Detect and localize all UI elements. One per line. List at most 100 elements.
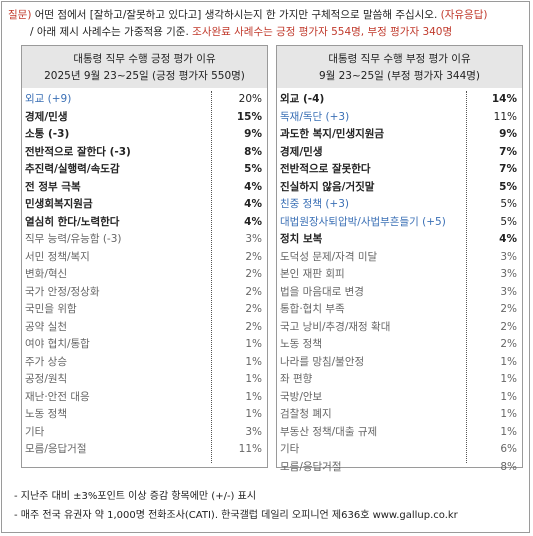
negative-reason-label: 모름/응답거절 — [280, 460, 342, 473]
positive-reason-row: 직무 능력/유능함 (-3) 3% — [22, 231, 267, 249]
negative-reason-row: 도덕성 문제/자격 미달 3% — [277, 249, 522, 267]
negative-reason-percent: 7% — [499, 163, 517, 175]
positive-reason-percent: 1% — [245, 338, 262, 350]
positive-panel-subtitle: 2025년 9월 23~25일 (긍정 평가자 550명) — [44, 70, 245, 82]
positive-reason-label: 변화/혁신 — [25, 268, 68, 280]
positive-reason-percent: 2% — [245, 285, 262, 298]
positive-reason-label: 직무 능력/유능함 (-3) — [25, 233, 122, 245]
positive-reason-percent: 4% — [244, 198, 262, 210]
negative-reason-label: 법을 마음대로 변경 — [280, 285, 364, 298]
positive-reason-row: 노동 정책 1% — [22, 406, 267, 424]
positive-panel-title: 대통령 직무 수행 긍정 평가 이유 — [73, 53, 216, 65]
positive-reason-percent: 9% — [244, 128, 262, 140]
question-line-2: / 아래 제시 사례수는 가중적용 기준. 조사완료 사례수는 긍정 평가자 5… — [8, 24, 523, 41]
positive-reason-row: 소통 (-3) 9% — [22, 126, 267, 144]
question-main: 어떤 점에서 [잘하고/잘못하고 있다고] 생각하시는지 한 가지만 구체적으로… — [34, 9, 438, 21]
positive-reason-row: 서민 정책/복지 2% — [22, 249, 267, 267]
negative-reason-row: 친중 정책 (+3) 5% — [277, 196, 522, 214]
negative-reason-percent: 5% — [499, 180, 517, 193]
positive-reason-percent: 3% — [245, 233, 262, 245]
negative-reason-percent: 7% — [499, 145, 517, 158]
negative-reasons-list: 외교 (-4) 14% 독재/독단 (+3) 11% 과도한 복지/민생지원금 9% 경제/… — [277, 91, 522, 476]
negative-reason-row: 독재/독단 (+3) 11% — [277, 109, 522, 127]
negative-reason-row: 모름/응답거절 8% — [277, 459, 522, 477]
negative-reason-row: 기타 6% — [277, 441, 522, 459]
positive-reason-row: 주가 상승 1% — [22, 354, 267, 372]
positive-reason-label: 공정/원칙 — [25, 373, 68, 385]
negative-reason-row: 대법원장사퇴압박/사법부흔들기 (+5) 5% — [277, 214, 522, 232]
negative-reason-label: 과도한 복지/민생지원금 — [280, 128, 385, 140]
positive-reason-label: 전반적으로 잘한다 (-3) — [25, 145, 131, 158]
negative-reason-label: 독재/독단 (+3) — [280, 110, 350, 123]
negative-reason-label: 국고 낭비/추경/재정 확대 — [280, 320, 391, 333]
positive-reason-percent: 4% — [244, 215, 262, 228]
positive-reason-percent: 15% — [236, 110, 262, 123]
negative-reason-percent: 2% — [500, 320, 517, 333]
negative-reason-percent: 2% — [500, 303, 517, 315]
positive-reason-percent: 1% — [245, 355, 262, 368]
question-tag: 질문) — [8, 9, 32, 21]
negative-reason-label: 전반적으로 잘못한다 — [280, 163, 371, 175]
negative-reason-percent: 1% — [500, 408, 517, 420]
positive-reason-label: 외교 (+9) — [25, 93, 72, 105]
negative-reason-row: 부동산 정책/대출 규제 1% — [277, 424, 522, 442]
positive-reason-label: 모름/응답거절 — [25, 443, 87, 455]
positive-reason-percent: 20% — [238, 93, 262, 105]
negative-reason-label: 경제/민생 — [280, 145, 323, 158]
negative-reason-percent: 3% — [500, 268, 517, 280]
negative-reason-label: 좌 편향 — [280, 373, 313, 385]
negative-reason-row: 국방/안보 1% — [277, 389, 522, 407]
positive-reasons-list: 외교 (+9) 20% 경제/민생 15% 소통 (-3) 9% 전반적으로 잘한다 (-3… — [22, 91, 267, 459]
positive-reason-row: 국가 안정/정상화 2% — [22, 284, 267, 302]
positive-reason-row: 열심히 한다/노력한다 4% — [22, 214, 267, 232]
negative-reason-row: 외교 (-4) 14% — [277, 91, 522, 109]
footnotes: - 지난주 대비 ±3%포인트 이상 증감 항목에만 (+/-) 표시 - 매주… — [14, 487, 458, 525]
positive-panel-header: 대통령 직무 수행 긍정 평가 이유 2025년 9월 23~25일 (긍정 평… — [22, 46, 267, 88]
positive-reason-row: 경제/민생 15% — [22, 109, 267, 127]
negative-reason-row: 본인 재판 회피 3% — [277, 266, 522, 284]
positive-reason-percent: 4% — [244, 180, 262, 193]
negative-reasons-panel: 대통령 직무 수행 부정 평가 이유 9월 23~25일 (부정 평가자 344… — [276, 45, 523, 473]
positive-reason-row: 기타 3% — [22, 424, 267, 442]
negative-reason-row: 좌 편향 1% — [277, 371, 522, 389]
positive-reason-percent: 5% — [244, 163, 262, 175]
positive-reason-row: 변화/혁신 2% — [22, 266, 267, 284]
positive-reason-percent: 3% — [245, 425, 262, 438]
negative-reason-label: 도덕성 문제/자격 미달 — [280, 250, 378, 263]
negative-column-divider — [466, 91, 467, 463]
negative-reason-percent: 5% — [500, 215, 517, 228]
negative-panel-subtitle: 9월 23~25일 (부정 평가자 344명) — [318, 70, 481, 82]
negative-reason-row: 전반적으로 잘못한다 7% — [277, 161, 522, 179]
negative-reason-row: 국고 낭비/추경/재정 확대 2% — [277, 319, 522, 337]
footnote-change-legend: - 지난주 대비 ±3%포인트 이상 증감 항목에만 (+/-) 표시 — [14, 491, 257, 502]
positive-reason-row: 공정/원칙 1% — [22, 371, 267, 389]
positive-reason-label: 국민을 위함 — [25, 303, 77, 315]
negative-reason-percent: 3% — [500, 285, 517, 298]
positive-reason-percent: 1% — [245, 373, 262, 385]
negative-reason-percent: 11% — [493, 110, 517, 123]
negative-reason-row: 경제/민생 7% — [277, 144, 522, 162]
question-text: 질문) 어떤 점에서 [잘하고/잘못하고 있다고] 생각하시는지 한 가지만 구… — [8, 7, 523, 41]
positive-reason-row: 민생회복지원금 4% — [22, 196, 267, 214]
negative-reason-percent: 1% — [500, 425, 517, 438]
positive-column-divider — [211, 91, 212, 463]
negative-reason-label: 부동산 정책/대출 규제 — [280, 425, 378, 438]
negative-reason-percent: 1% — [500, 373, 517, 385]
question-note: / 아래 제시 사례수는 가중적용 기준. — [30, 26, 189, 38]
positive-reason-label: 기타 — [25, 425, 45, 438]
positive-reason-row: 전 정부 극복 4% — [22, 179, 267, 197]
negative-reason-percent: 1% — [500, 390, 517, 403]
negative-reason-row: 통합·협치 부족 2% — [277, 301, 522, 319]
positive-reason-label: 주가 상승 — [25, 355, 67, 368]
positive-reason-row: 모름/응답거절 11% — [22, 441, 267, 459]
positive-reason-percent: 2% — [245, 250, 262, 263]
question-response-type: (자유응답) — [440, 9, 488, 21]
positive-reason-row: 국민을 위함 2% — [22, 301, 267, 319]
negative-reason-percent: 2% — [500, 338, 517, 350]
positive-reason-label: 추진력/실행력/속도감 — [25, 163, 120, 175]
negative-reason-label: 기타 — [280, 443, 300, 455]
positive-reason-row: 공약 실천 2% — [22, 319, 267, 337]
positive-reason-label: 경제/민생 — [25, 110, 68, 123]
negative-reason-percent: 9% — [499, 128, 517, 140]
